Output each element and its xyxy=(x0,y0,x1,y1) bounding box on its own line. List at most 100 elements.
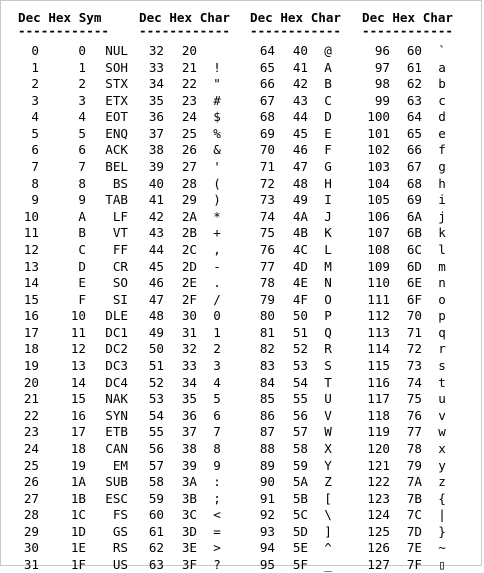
char-value: d xyxy=(438,109,446,125)
char-value: / xyxy=(213,291,221,307)
table-row: 110 6E n xyxy=(362,274,474,291)
dec-value: 63 xyxy=(148,556,164,572)
table-row: 119 77 w xyxy=(362,423,474,440)
dec-value: 75 xyxy=(259,225,275,241)
table-row: 127 7F ▯ xyxy=(362,556,474,573)
hex-value: 43 xyxy=(292,92,308,108)
hex-value: 64 xyxy=(406,109,422,125)
table-row: 13 D CR xyxy=(18,258,130,275)
table-row: 39 27 ' xyxy=(139,158,251,175)
dec-value: 108 xyxy=(367,241,390,257)
table-row: 99 63 c xyxy=(362,92,474,109)
dec-value: 15 xyxy=(23,291,39,307)
char-value: l xyxy=(438,241,446,257)
char-value: L xyxy=(324,241,332,257)
char-value: V xyxy=(324,407,332,423)
symbol-value: CR xyxy=(112,258,128,274)
char-value: C xyxy=(324,92,332,108)
table-row: 14 E SO xyxy=(18,274,130,291)
hex-value: 28 xyxy=(181,175,197,191)
hex-value: 62 xyxy=(406,76,422,92)
hex-value: 25 xyxy=(181,125,197,141)
hex-value: 58 xyxy=(292,440,308,456)
dec-value: 74 xyxy=(259,208,275,224)
hex-value: 18 xyxy=(70,440,86,456)
dec-value: 41 xyxy=(148,192,164,208)
hex-value: 79 xyxy=(406,457,422,473)
dec-value: 23 xyxy=(23,424,39,440)
header-sym: Sym xyxy=(78,10,102,25)
hex-value: 1A xyxy=(70,474,86,490)
hex-value: 73 xyxy=(406,358,422,374)
hex-value: 66 xyxy=(406,142,422,158)
hex-value: 57 xyxy=(292,424,308,440)
dec-value: 125 xyxy=(367,523,390,539)
table-row: 38 26 & xyxy=(139,141,251,158)
char-value: ` xyxy=(438,43,446,58)
symbol-value: ETX xyxy=(105,92,128,108)
table-row: 83 53 S xyxy=(250,357,362,374)
hex-value: 3 xyxy=(78,92,86,108)
table-row: 60 3C < xyxy=(139,506,251,523)
table-row: 92 5C \ xyxy=(250,506,362,523)
table-row: 108 6C l xyxy=(362,241,474,258)
hex-value: 4E xyxy=(292,275,308,291)
dec-value: 62 xyxy=(148,540,164,556)
dec-value: 103 xyxy=(367,159,390,175)
hex-value: 52 xyxy=(292,341,308,357)
dec-value: 106 xyxy=(367,208,390,224)
char-value: 4 xyxy=(213,374,221,390)
hex-value: 32 xyxy=(181,341,197,357)
table-row: 91 5B [ xyxy=(250,490,362,507)
dec-value: 21 xyxy=(23,391,39,407)
dec-value: 89 xyxy=(259,457,275,473)
dec-value: 99 xyxy=(374,92,390,108)
table-row: 36 24 $ xyxy=(139,108,251,125)
table-row: 63 3F? xyxy=(139,556,251,573)
dec-value: 98 xyxy=(374,76,390,92)
dec-value: 7 xyxy=(31,159,39,175)
table-row: 44 2C, xyxy=(139,241,251,258)
hex-value: 1 xyxy=(78,59,86,75)
hex-value: 21 xyxy=(181,59,197,75)
char-value: n xyxy=(438,275,446,291)
dec-value: 2 xyxy=(31,76,39,92)
dec-value: 82 xyxy=(259,341,275,357)
char-value: i xyxy=(438,192,446,208)
symbol-value: GS xyxy=(112,523,128,539)
dec-value: 86 xyxy=(259,407,275,423)
hex-value: 48 xyxy=(292,175,308,191)
table-row: 112 70 p xyxy=(362,307,474,324)
char-value: J xyxy=(324,208,332,224)
dec-value: 94 xyxy=(259,540,275,556)
char-value: S xyxy=(324,358,332,374)
char-value: ~ xyxy=(438,540,446,556)
table-row: 72 48 H xyxy=(250,175,362,192)
header-hex: Hex xyxy=(48,10,72,25)
char-value: t xyxy=(438,374,446,390)
table-row: 87 57 W xyxy=(250,423,362,440)
char-value: I xyxy=(324,192,332,208)
char-value: p xyxy=(438,308,446,324)
table-row: 35 23 # xyxy=(139,92,251,109)
table-row: 89 59 Y xyxy=(250,457,362,474)
dec-value: 9 xyxy=(31,192,39,208)
hex-value: 59 xyxy=(292,457,308,473)
char-value: r xyxy=(438,341,446,357)
symbol-value: DC3 xyxy=(105,358,128,374)
dec-value: 121 xyxy=(367,457,390,473)
dec-value: 119 xyxy=(367,424,390,440)
hex-value: 40 xyxy=(292,43,308,58)
char-value: ? xyxy=(213,556,221,572)
dec-value: 10 xyxy=(23,208,39,224)
table-row: 18 12 DC2 xyxy=(18,340,130,357)
table-row: 64 40 @ xyxy=(250,42,362,59)
char-value: 2 xyxy=(213,341,221,357)
table-row: 96 60 ` xyxy=(362,42,474,59)
char-value: K xyxy=(324,225,332,241)
dec-value: 68 xyxy=(259,109,275,125)
table-row: 106 6A j xyxy=(362,208,474,225)
dec-value: 39 xyxy=(148,159,164,175)
char-value: Z xyxy=(324,474,332,490)
dec-value: 93 xyxy=(259,523,275,539)
